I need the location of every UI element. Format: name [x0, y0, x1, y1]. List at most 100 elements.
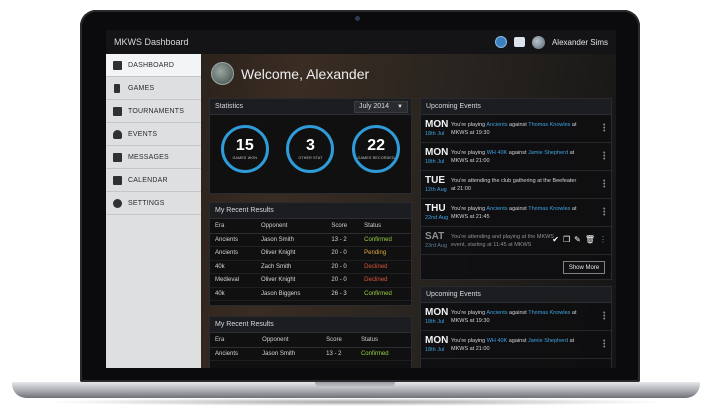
- stat-value: 22: [367, 137, 386, 154]
- column-header: Era: [210, 333, 258, 348]
- event-text: MKWS at 19:30: [451, 129, 490, 136]
- cell-opponent: Oliver Knight: [256, 273, 327, 288]
- table-row[interactable]: Ancients Jason Smith 13 - 2 Confirmed: [210, 233, 411, 247]
- column-header: Status: [359, 219, 411, 234]
- event-item[interactable]: TUE 12th Aug You're attending the club g…: [421, 171, 611, 199]
- user-avatar[interactable]: [531, 35, 545, 49]
- more-vertical-icon[interactable]: • • •: [603, 150, 606, 163]
- event-link-opponent[interactable]: Thomas Knowles: [528, 205, 571, 212]
- table-header-row: Era Opponent Score Status: [210, 333, 411, 348]
- sidebar-item-games[interactable]: GAMES: [106, 77, 201, 100]
- event-link-era[interactable]: Ancients: [486, 309, 508, 316]
- more-vertical-icon[interactable]: • • •: [603, 338, 606, 351]
- column-header: Opponent: [256, 219, 327, 234]
- calendar-icon: [113, 175, 122, 185]
- event-link-opponent[interactable]: Thomas Knowles: [528, 121, 571, 128]
- more-vertical-icon[interactable]: • • •: [603, 122, 606, 135]
- sidebar-item-settings[interactable]: SETTINGS: [106, 192, 201, 215]
- sidebar-item-dashboard[interactable]: DASHBOARD: [106, 54, 201, 77]
- event-item[interactable]: MON 18th Jul You're playing Ancients aga…: [421, 115, 611, 143]
- period-select[interactable]: July 2014 ▼: [354, 100, 408, 113]
- cell-score: 20 - 0: [326, 260, 360, 274]
- results-table: Era Opponent Score Status Ancients Jason…: [210, 219, 411, 301]
- message-icon[interactable]: [513, 37, 525, 47]
- cell-era: Medieval: [210, 273, 256, 288]
- column-header: Score: [321, 333, 356, 348]
- sidebar-item-tournaments[interactable]: TOURNAMENTS: [106, 100, 201, 123]
- event-date: MON 18th Jul: [421, 308, 451, 326]
- event-item[interactable]: MON 18th Jul You're playing WH 40K again…: [421, 143, 611, 171]
- event-text: You're playing: [451, 337, 487, 344]
- event-day: MON: [425, 335, 449, 346]
- recent-results-panel-2: My Recent Results Era Opponent Score Sta…: [209, 316, 412, 368]
- event-day: MON: [425, 147, 449, 158]
- column-header: Era: [210, 219, 256, 234]
- event-date-text: 23rd Aug: [425, 243, 448, 249]
- cell-era: Ancients: [210, 347, 258, 361]
- status-badge: Declined: [359, 260, 411, 274]
- event-text: at: [568, 149, 575, 156]
- table-row[interactable]: Ancients Oliver Knight 20 - 0 Pending: [210, 246, 411, 261]
- panel-header: My Recent Results: [210, 203, 411, 219]
- event-text: at: [570, 309, 577, 316]
- laptop-shadow: [40, 398, 670, 406]
- event-link-era[interactable]: Ancients: [486, 121, 508, 128]
- edit-icon[interactable]: ✎: [574, 235, 581, 244]
- table-row[interactable]: 40k Zach Smith 20 - 0 Declined: [210, 260, 411, 274]
- event-date-text: 18th Jul: [425, 159, 445, 165]
- top-bar: MKWS Dashboard Alexander Sims: [106, 30, 616, 54]
- table-row[interactable]: Medieval Oliver Knight 20 - 0 Declined: [210, 273, 411, 288]
- more-vertical-icon[interactable]: • • •: [603, 310, 606, 323]
- panel-title: Upcoming Events: [426, 291, 481, 298]
- globe-icon[interactable]: [494, 36, 507, 48]
- event-link-opponent[interactable]: Thomas Knowles: [528, 309, 571, 316]
- sidebar: DASHBOARD GAMES TOURNAMENTS EVENTS MESSA…: [106, 54, 201, 368]
- event-link-opponent[interactable]: Jamie Shepherd: [528, 337, 569, 344]
- event-text: You're playing: [451, 149, 487, 156]
- more-vertical-icon[interactable]: ⋮: [599, 235, 607, 244]
- copy-icon[interactable]: ❐: [562, 235, 571, 244]
- event-link-era[interactable]: WH 40K: [486, 149, 508, 156]
- column-header: Status: [355, 333, 411, 348]
- event-text: You're attending the club gathering at t…: [451, 177, 577, 184]
- user-name[interactable]: Alexander Sims: [551, 37, 608, 47]
- stat-other: 3 OTHER STAT: [286, 125, 335, 173]
- event-text: MKWS at 21:45: [451, 213, 490, 220]
- event-item[interactable]: THU 22nd Aug You're playing Ancients aga…: [421, 199, 611, 227]
- check-icon[interactable]: ✔: [552, 235, 559, 244]
- event-description: You're playing WH 40K against Jamie Shep…: [451, 337, 586, 353]
- welcome-header: Welcome, Alexander: [211, 62, 369, 85]
- event-link-opponent[interactable]: Jamie Shepherd: [528, 149, 569, 156]
- sidebar-item-label: GAMES: [128, 84, 155, 92]
- sidebar-item-messages[interactable]: MESSAGES: [106, 146, 201, 169]
- event-date: THU 22nd Aug: [421, 204, 451, 222]
- event-item[interactable]: SAT 23rd Aug You're attending and playin…: [421, 227, 611, 255]
- sidebar-item-calendar[interactable]: CALENDAR: [106, 169, 201, 192]
- more-vertical-icon[interactable]: • • •: [603, 178, 606, 191]
- statistics-panel: Statistics July 2014 ▼ 15 GAMES WON 3 OT…: [209, 98, 412, 194]
- event-text: at: [570, 205, 577, 212]
- event-text: MKWS at 21:00: [451, 345, 490, 352]
- event-day: TUE: [425, 175, 445, 186]
- cell-score: 20 - 0: [326, 246, 360, 261]
- stat-games-won: 15 GAMES WON: [220, 125, 269, 173]
- event-link-era[interactable]: WH 40K: [486, 337, 508, 344]
- event-item[interactable]: MON 18th Jul You're playing WH 40K again…: [421, 331, 611, 359]
- event-description: You're attending and playing at the MKWS…: [451, 233, 586, 249]
- cell-opponent: Jason Smith: [257, 347, 322, 361]
- event-date-text: 18th Jul: [425, 319, 445, 325]
- table-row[interactable]: 40k Jason Biggens 26 - 3 Confirmed: [210, 287, 411, 301]
- event-text: against: [507, 337, 528, 344]
- sidebar-item-label: SETTINGS: [128, 199, 165, 207]
- trash-icon[interactable]: 🗑: [584, 235, 595, 244]
- event-text: at 21:00: [451, 185, 471, 192]
- event-date: SAT 23rd Aug: [421, 232, 451, 250]
- event-item[interactable]: MON 18th Jul You're playing Ancients aga…: [421, 303, 611, 331]
- monitor-icon: [113, 60, 122, 70]
- table-row[interactable]: Ancients Jason Smith 13 - 2 Confirmed: [210, 347, 411, 361]
- sidebar-item-events[interactable]: EVENTS: [106, 123, 201, 146]
- show-more-button[interactable]: Show More: [563, 261, 605, 274]
- more-vertical-icon[interactable]: • • •: [603, 206, 606, 219]
- panel-header: My Recent Results: [210, 317, 411, 333]
- event-link-era[interactable]: Ancients: [486, 205, 508, 212]
